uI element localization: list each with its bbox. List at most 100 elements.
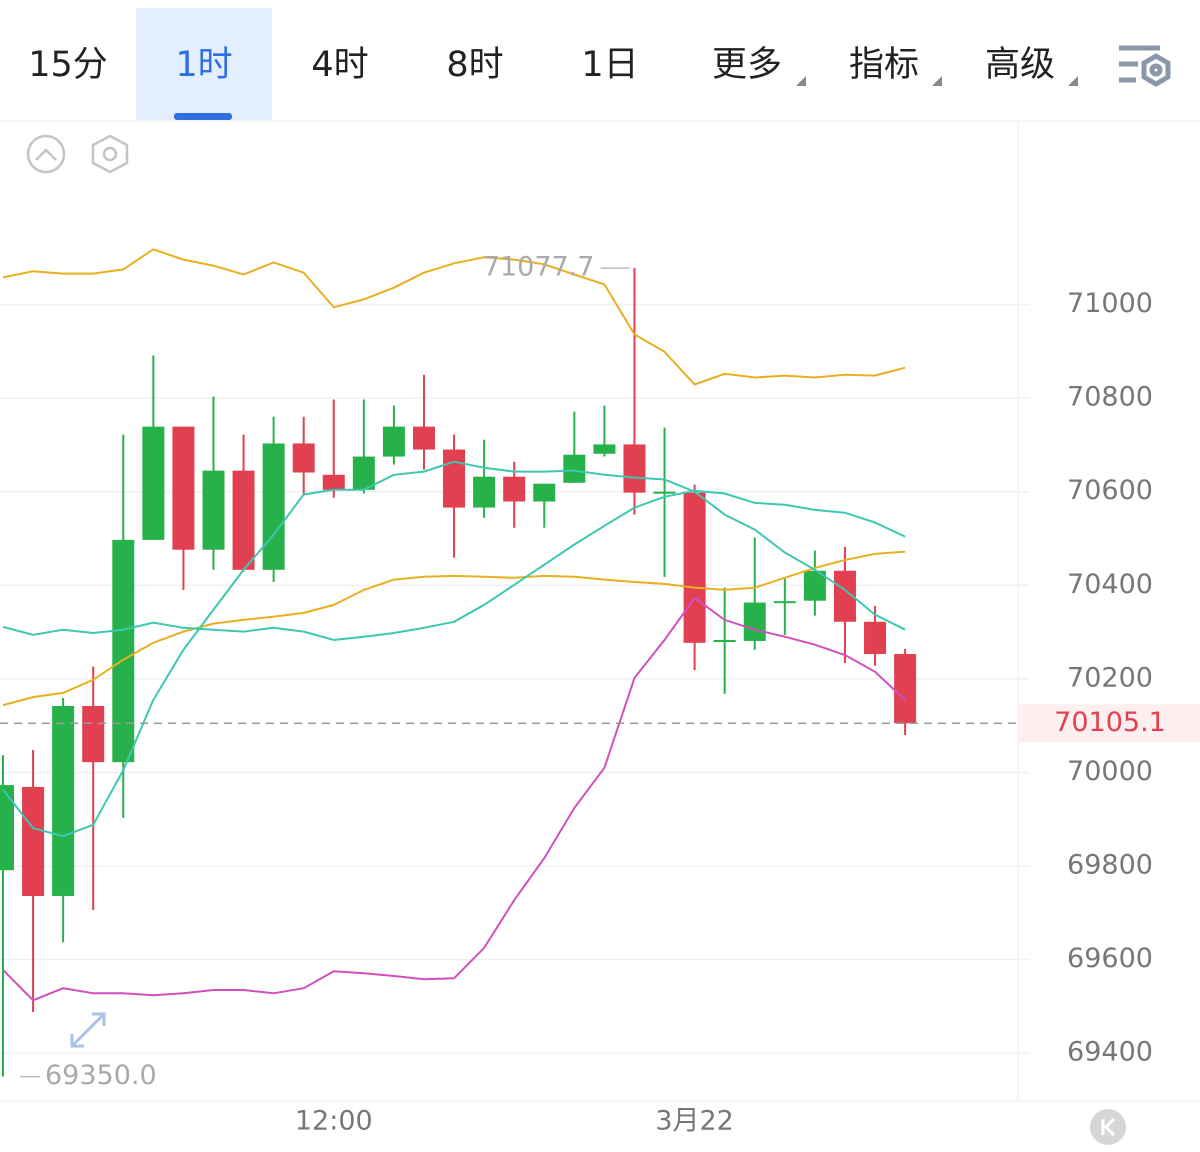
candle xyxy=(52,698,75,943)
y-tick-label: 69400 xyxy=(1067,1037,1153,1068)
y-tick-label: 69600 xyxy=(1067,943,1153,974)
price-tag: 70105.1 xyxy=(1054,707,1166,738)
candle xyxy=(683,484,706,670)
candle xyxy=(833,546,856,663)
grid: 69400 69600 69800 70000 70200 70400 70600 70800… xyxy=(0,288,1153,1137)
indicator-line xyxy=(2,550,906,707)
candle xyxy=(292,416,315,494)
tab[interactable]: 指标 xyxy=(849,45,919,85)
hexagon-icon[interactable] xyxy=(91,134,129,174)
y-tick-label: 70600 xyxy=(1067,475,1153,506)
candle xyxy=(864,605,887,666)
candle-body xyxy=(142,426,165,540)
candle-body xyxy=(894,654,917,724)
candle-body xyxy=(473,476,496,508)
y-tick-label: 70400 xyxy=(1067,569,1153,600)
candle-body xyxy=(773,601,796,604)
candle-body xyxy=(202,470,225,550)
expand-icon[interactable] xyxy=(70,1012,106,1048)
candle-body xyxy=(262,443,285,570)
candle xyxy=(412,374,435,470)
candle xyxy=(773,577,796,635)
dropdown-arrow xyxy=(1068,76,1078,86)
candle-body xyxy=(232,470,255,570)
candle xyxy=(623,268,646,515)
high-marker-label: 71077.7 xyxy=(483,252,595,283)
candle xyxy=(473,439,496,518)
candle-body xyxy=(803,570,826,601)
candle xyxy=(443,434,466,558)
tab[interactable]: 1日 xyxy=(581,45,638,85)
tab[interactable]: 4时 xyxy=(311,45,368,85)
annotations: 70105.1 71077.7 69350.0 xyxy=(0,252,1200,1091)
y-tick-label: 71000 xyxy=(1067,288,1153,319)
candle-body xyxy=(563,454,586,483)
tab[interactable]: 8时 xyxy=(446,45,503,85)
tab-highlight xyxy=(136,8,272,120)
tab[interactable]: 1时 xyxy=(136,8,272,120)
candle xyxy=(82,666,105,911)
tab-label[interactable]: 1时 xyxy=(175,45,232,85)
candle-body xyxy=(533,483,556,502)
y-tick-label: 69800 xyxy=(1067,850,1153,881)
candle-body xyxy=(22,786,45,896)
candle xyxy=(743,537,766,650)
candle xyxy=(352,399,375,494)
candle-body xyxy=(292,443,315,473)
candle-body xyxy=(382,426,405,457)
candle xyxy=(593,405,616,457)
candle xyxy=(142,355,165,540)
indicator-line xyxy=(2,489,906,642)
x-tick-label: 12:00 xyxy=(295,1106,373,1137)
collapse-icon[interactable] xyxy=(26,134,66,174)
low-marker-label: 69350.0 xyxy=(45,1060,157,1091)
back-button[interactable] xyxy=(1090,1109,1126,1145)
tab-bar: 15分 1时 4时 8时 1日 更多 指标 高级 xyxy=(28,8,1055,120)
tab[interactable]: 高级 xyxy=(985,45,1055,85)
candle-body xyxy=(503,476,526,502)
candle xyxy=(533,483,556,528)
tab-label[interactable]: 更多 xyxy=(712,45,782,85)
candle-body xyxy=(864,621,887,655)
candle xyxy=(803,550,826,616)
tab[interactable]: 15分 xyxy=(28,45,108,85)
dropdown-arrow xyxy=(932,76,942,86)
tab-label[interactable]: 高级 xyxy=(985,45,1055,85)
settings-icon[interactable] xyxy=(1119,45,1171,87)
candle-body xyxy=(412,426,435,450)
y-tick-label: 70000 xyxy=(1067,756,1153,787)
candle-body xyxy=(52,705,75,896)
tab-label[interactable]: 4时 xyxy=(311,45,368,85)
candle xyxy=(0,755,14,1077)
candle xyxy=(382,405,405,465)
candle-body xyxy=(443,449,466,508)
tab[interactable]: 更多 xyxy=(712,45,782,85)
candle-body xyxy=(172,426,195,550)
candle xyxy=(22,749,45,1013)
candle-body xyxy=(623,444,646,493)
candle-body xyxy=(653,491,676,494)
price-tag-bg xyxy=(1018,704,1200,743)
y-tick-label: 70200 xyxy=(1067,662,1153,693)
candle xyxy=(232,434,255,572)
candle xyxy=(653,427,676,577)
candle-body xyxy=(593,444,616,454)
tab-label[interactable]: 指标 xyxy=(849,45,919,85)
candle xyxy=(112,434,135,818)
tab-indicator xyxy=(174,113,232,120)
tab-label[interactable]: 15分 xyxy=(28,45,108,85)
tab-label[interactable]: 8时 xyxy=(446,45,503,85)
dropdown-arrow xyxy=(796,76,806,86)
candle-body xyxy=(322,474,345,490)
candle xyxy=(262,416,285,582)
x-tick-label: 3月22 xyxy=(655,1106,734,1137)
candle-body xyxy=(713,640,736,643)
candle xyxy=(322,399,345,498)
candle xyxy=(202,396,225,570)
candle xyxy=(894,648,917,736)
tab-label[interactable]: 1日 xyxy=(581,45,638,85)
y-tick-label: 70800 xyxy=(1067,382,1153,413)
candle-body xyxy=(683,492,706,643)
indicator-line xyxy=(2,460,906,838)
